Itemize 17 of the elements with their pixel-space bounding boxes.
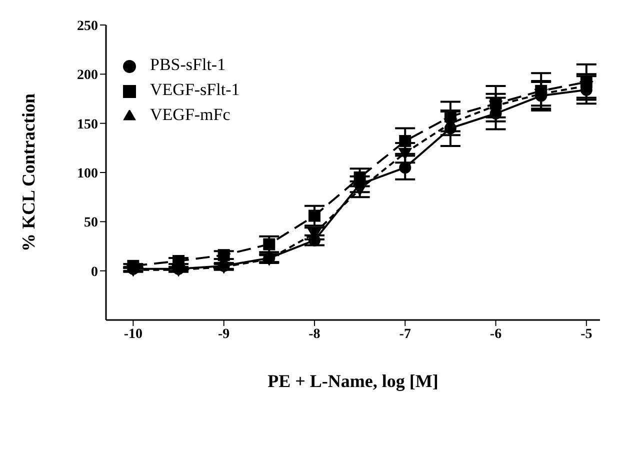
legend-label: VEGF-sFlt-1 bbox=[150, 80, 240, 99]
x-tick-label: -10 bbox=[124, 326, 143, 342]
legend-label: PBS-sFlt-1 bbox=[150, 55, 226, 74]
y-tick-label: 250 bbox=[77, 18, 98, 34]
x-axis-title: PE + L-Name, log [M] bbox=[268, 371, 438, 391]
y-tick-label: 200 bbox=[77, 68, 98, 84]
x-tick-label: -8 bbox=[308, 326, 320, 342]
x-tick-label: -6 bbox=[490, 326, 502, 342]
y-tick-label: 100 bbox=[77, 166, 98, 182]
legend-label: VEGF-mFc bbox=[150, 105, 230, 124]
y-axis-title: % KCL Contraction bbox=[18, 93, 38, 252]
y-tick-label: 150 bbox=[77, 117, 98, 132]
x-tick-label: -9 bbox=[218, 326, 230, 342]
x-tick-label: -7 bbox=[399, 326, 411, 342]
y-tick-label: 0 bbox=[91, 264, 98, 280]
x-tick-label: -5 bbox=[580, 326, 592, 342]
y-tick-label: 50 bbox=[84, 216, 98, 231]
